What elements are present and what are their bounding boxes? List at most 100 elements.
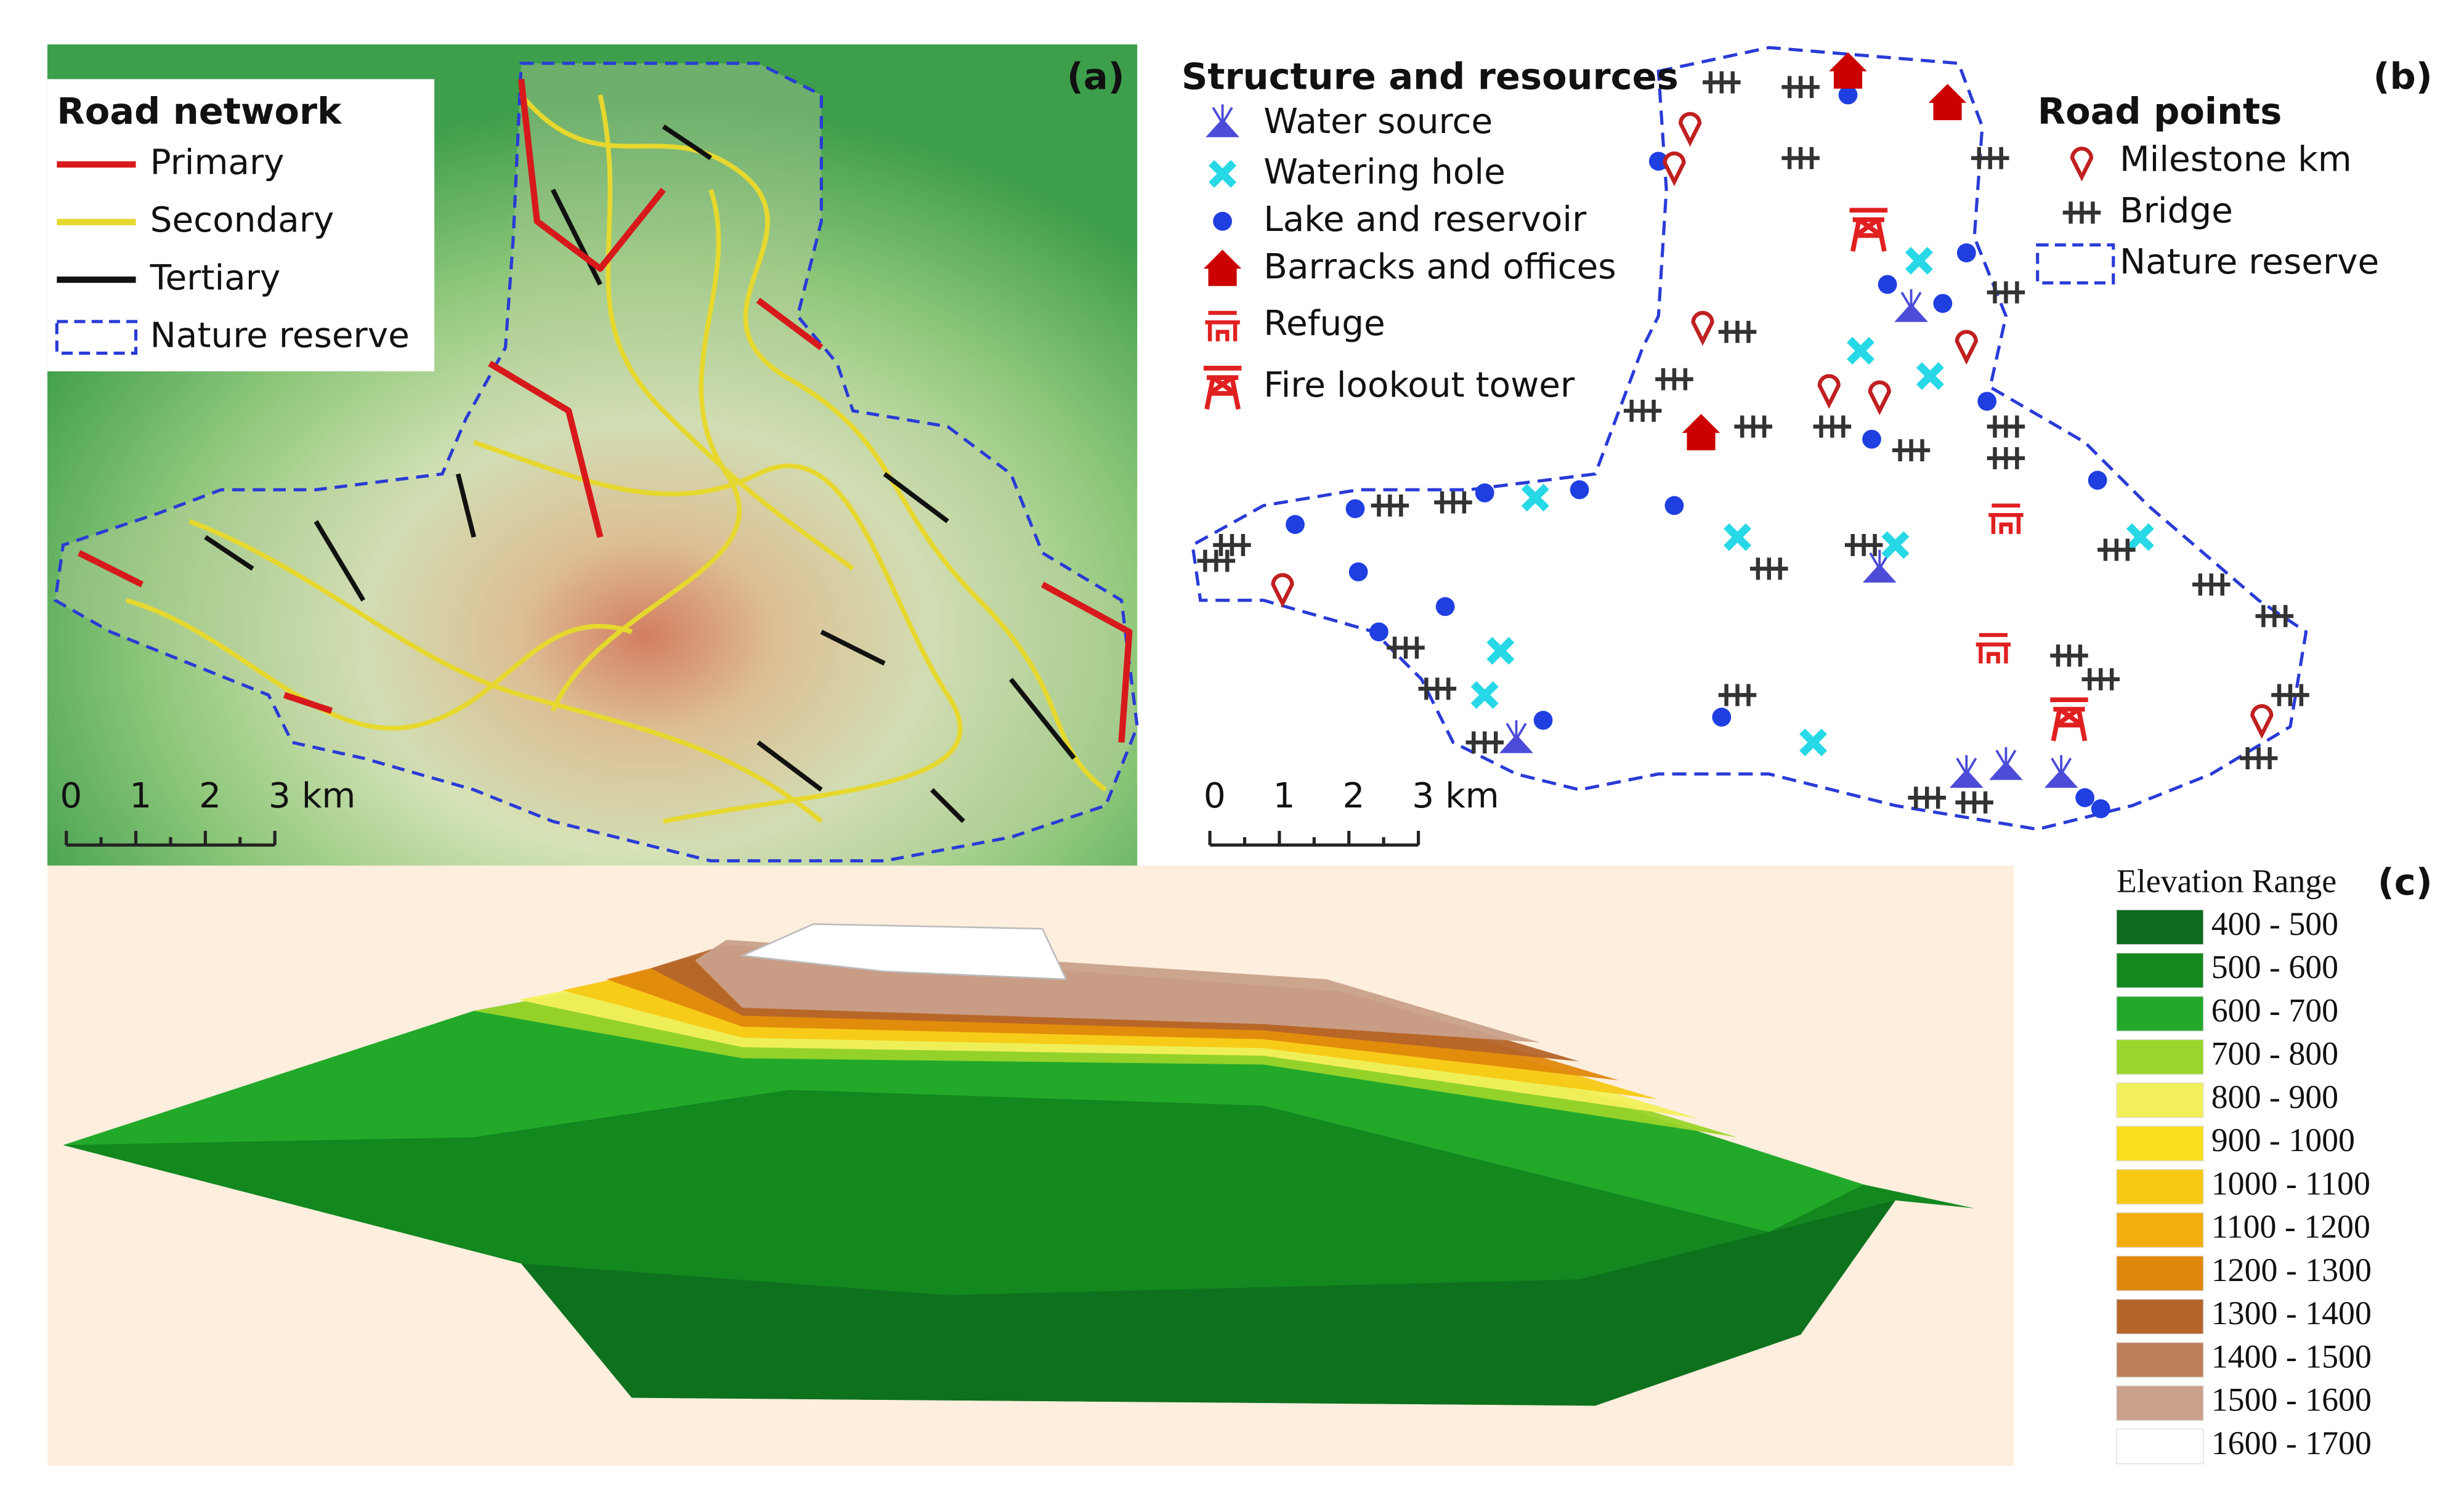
water-source-icon <box>1862 549 1897 583</box>
legend-label: 1400 - 1500 <box>2211 1338 2372 1375</box>
panel-label: (c) <box>2378 860 2433 903</box>
legend-label: 500 - 600 <box>2211 948 2338 985</box>
panel-label: (a) <box>1067 55 1125 98</box>
legend-swatch <box>2116 1039 2204 1075</box>
lake-icon <box>2091 799 2110 819</box>
barracks-icon <box>1928 84 1967 121</box>
legend-label: Tertiary <box>150 258 281 298</box>
bridge-icon <box>1908 786 1946 809</box>
lake-icon <box>1933 294 1953 313</box>
scale-label: 1 <box>129 776 152 816</box>
lake-icon <box>1956 243 1976 262</box>
legend-swatch <box>2116 1125 2204 1162</box>
lake-icon <box>2088 471 2107 490</box>
bridge-icon <box>1750 557 1788 580</box>
lake-icon <box>1435 597 1455 617</box>
road <box>77 78 1133 743</box>
legend: Primary Secondary Tertiary Nature reserve <box>55 143 410 355</box>
barracks-icon <box>1829 52 1867 89</box>
bridge-icon <box>2050 644 2088 667</box>
refuge-icon <box>1205 310 1240 342</box>
watering-hole-icon <box>1724 523 1751 551</box>
legend-label: Watering hole <box>1263 152 1506 192</box>
bridge-icon <box>2255 605 2294 628</box>
road <box>126 597 633 730</box>
bridge-icon <box>1655 368 1693 390</box>
panel-label: (b) <box>2373 55 2433 98</box>
tower-icon <box>1203 365 1242 410</box>
legend-swatch <box>2116 1428 2204 1465</box>
watering-hole-icon <box>1847 337 1874 365</box>
legend: Water source Watering hole Lake and reserv… <box>1203 102 1616 410</box>
bridge-icon <box>1465 731 1504 754</box>
bridge-icon <box>1734 415 1772 438</box>
lake-icon <box>1348 562 1368 581</box>
lake-icon <box>1213 211 1232 231</box>
bridge-icon <box>1718 684 1757 706</box>
terrain-band <box>63 963 1864 1232</box>
legend-label: 800 - 900 <box>2211 1078 2338 1115</box>
panel-a: Road network Primary Secondary Tertiary Nat… <box>47 44 1139 866</box>
legend-swatch <box>2116 909 2204 945</box>
scale-label: 2 <box>1342 776 1364 816</box>
legend-label: 900 - 1000 <box>2211 1122 2355 1158</box>
bridge-icon <box>2239 747 2278 770</box>
bridge-icon <box>1387 636 1425 659</box>
terrain-shade <box>521 1200 1895 1406</box>
legend-label: 1000 - 1100 <box>2211 1165 2370 1202</box>
map-symbols <box>1197 52 2309 819</box>
legend: 400 - 500 500 - 600 600 - 700 700 - 800 800 … <box>2116 905 2372 1465</box>
road <box>550 188 742 712</box>
watering-hole-icon <box>1486 637 1515 665</box>
nature-reserve-outline <box>53 62 1139 863</box>
watering-hole-icon <box>1209 160 1237 188</box>
scale-bar: 0 1 2 3 km <box>60 776 355 847</box>
legend-title: Structure and resources <box>1181 55 1679 98</box>
road-network <box>77 78 1133 824</box>
bridge-icon <box>1418 677 1457 700</box>
water-source-icon <box>1989 747 2023 780</box>
legend-label: Milestone km <box>2120 139 2352 179</box>
legend-swatch <box>55 320 138 355</box>
bridge-icon <box>1781 76 1820 99</box>
legend-label: Lake and reservoir <box>1263 200 1587 240</box>
legend-label: 1600 - 1700 <box>2211 1425 2372 1462</box>
legend-title: Road points <box>2038 90 2282 132</box>
watering-hole-icon <box>1470 681 1499 709</box>
bridge-icon <box>1197 549 1236 572</box>
watering-hole-icon <box>1521 483 1549 512</box>
refuge-icon <box>1988 503 2024 534</box>
bridge-icon <box>2081 668 2120 690</box>
bridge-icon <box>1371 494 1409 517</box>
watering-hole-icon <box>1799 728 1828 756</box>
bridge-icon <box>1987 281 2025 304</box>
road <box>188 519 823 823</box>
terrain-3d <box>63 923 1975 1406</box>
bridge-icon <box>1781 147 1820 169</box>
legend: Milestone km Bridge Nature reserve <box>2036 139 2379 285</box>
milestone-icon <box>1955 330 1978 365</box>
legend-swatch <box>2116 1169 2204 1205</box>
legend-box <box>2026 865 2441 1469</box>
milestone-icon <box>2250 704 2274 739</box>
bridge-icon <box>2192 573 2231 596</box>
legend-label: Primary <box>150 143 285 183</box>
legend-title: Road network <box>57 90 342 132</box>
tower-icon <box>2050 697 2088 742</box>
scale-label: 3 km <box>269 776 355 816</box>
watering-hole-icon <box>1881 531 1910 559</box>
bridge-icon <box>1813 415 1852 438</box>
milestone-icon <box>1817 374 1841 409</box>
lake-icon <box>1648 152 1668 171</box>
water-source-icon <box>1206 104 1240 137</box>
legend-swatch <box>2116 1298 2204 1335</box>
milestone-icon <box>1678 111 1702 147</box>
milestone-icon <box>1663 151 1686 187</box>
lake-icon <box>1664 496 1684 516</box>
panel-b: Structure and resources Water sourceWate… <box>1181 46 2433 847</box>
legend-label: 700 - 800 <box>2211 1035 2338 1072</box>
lake-icon <box>1977 392 1997 411</box>
bridge-icon <box>1971 147 2009 169</box>
lake-icon <box>1712 708 1732 727</box>
